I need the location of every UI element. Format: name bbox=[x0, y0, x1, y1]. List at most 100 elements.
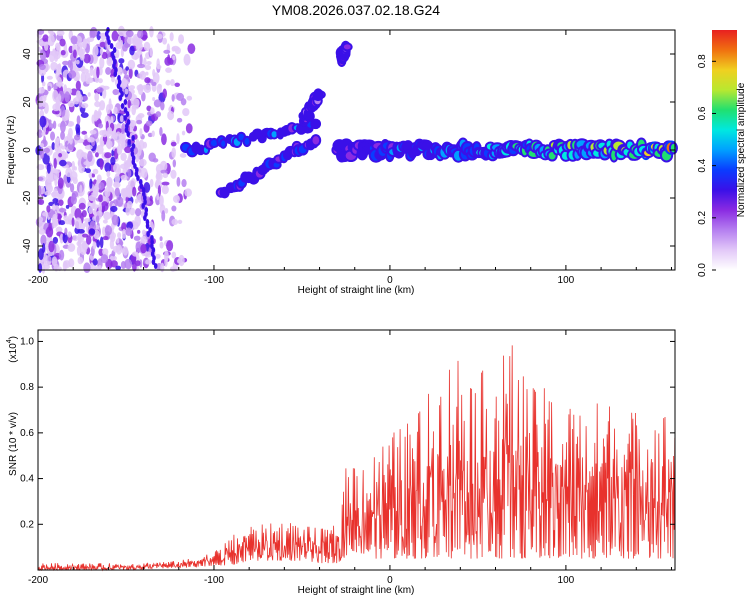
spectrogram-noise-blob bbox=[106, 170, 111, 178]
spectrogram-x-axis-label: Height of straight line (km) bbox=[298, 285, 415, 296]
spectrogram-noise-blob bbox=[74, 208, 82, 220]
spectrogram-noise-blob bbox=[116, 238, 120, 244]
spectrogram-noise-blob bbox=[43, 135, 47, 147]
spectrogram-noise-blob bbox=[165, 67, 173, 73]
spectrogram-noise-blob bbox=[68, 70, 77, 79]
spectrogram-noise-blob bbox=[37, 176, 44, 181]
spectrogram-noise-blob bbox=[126, 221, 134, 230]
spectrogram-noise-blob bbox=[60, 105, 66, 117]
spectrogram-noise-blob bbox=[106, 126, 113, 135]
spectrogram-noise-blob bbox=[38, 263, 43, 273]
spectrogram-noise-blob bbox=[138, 139, 145, 151]
spectrogram-noise-blob bbox=[37, 87, 45, 94]
spectrogram-noise-blob bbox=[159, 241, 164, 249]
spectrogram-noise-blob bbox=[59, 159, 67, 167]
spectrogram-noise-blob bbox=[167, 54, 171, 64]
spectrogram-noise-blob bbox=[81, 68, 90, 74]
spectrogram-noise-blob bbox=[69, 183, 75, 193]
spectrogram-noise-blob bbox=[114, 173, 121, 184]
spectrogram-noise-blob bbox=[125, 195, 129, 204]
spectrogram-noise-blob bbox=[96, 239, 101, 248]
spectrogram-noise-blob bbox=[40, 234, 47, 246]
spectrogram-noise-blob bbox=[42, 34, 49, 43]
y-tick-label: -40 bbox=[22, 238, 33, 253]
spectrogram-noise-blob bbox=[115, 245, 121, 253]
spectrogram-noise-blob bbox=[58, 220, 66, 226]
spectrogram-noise-blob bbox=[98, 194, 104, 203]
spectrogram-noise-blob bbox=[107, 39, 111, 45]
spectrogram-noise-blob bbox=[127, 59, 136, 70]
spectrogram-noise-blob bbox=[36, 164, 45, 171]
spectrogram-noise-blob bbox=[89, 129, 97, 135]
y-tick-label: 0.8 bbox=[20, 382, 34, 393]
spectrogram-noise-blob bbox=[145, 259, 152, 265]
spectrogram-noise-blob bbox=[104, 186, 111, 198]
spectrogram-noise-blob bbox=[58, 208, 67, 213]
spectrogram-noise-blob bbox=[38, 199, 45, 205]
spectrogram-noise-blob bbox=[117, 167, 122, 176]
spectrogram-noise-blob bbox=[172, 195, 180, 203]
spectrogram-noise-blob bbox=[116, 83, 121, 89]
spectrogram-noise-blob bbox=[171, 147, 177, 159]
spectrogram-noise-blob bbox=[77, 229, 85, 234]
spectrogram-noise-blob bbox=[127, 155, 133, 167]
spectrogram-noise-blob bbox=[73, 76, 79, 82]
spectrogram-noise-blob bbox=[92, 216, 97, 221]
spectrogram-noise-blob bbox=[111, 30, 119, 42]
spectrogram-noise-blob bbox=[45, 184, 53, 193]
spectrogram-noise-blob bbox=[131, 251, 139, 257]
spectrogram-noise-blob bbox=[105, 140, 113, 149]
spectrogram-noise-blob bbox=[98, 202, 103, 214]
spectrogram-noise-blob bbox=[124, 146, 132, 154]
spectrogram-noise-blob bbox=[39, 50, 47, 61]
spectrogram-noise-blob bbox=[55, 81, 64, 87]
spectrogram-branch-blob bbox=[259, 135, 265, 142]
spectrogram-noise-blob bbox=[51, 203, 56, 211]
spectrogram-noise-blob bbox=[152, 72, 160, 84]
spectrogram-noise-blob bbox=[67, 142, 75, 151]
spectrogram-noise-blob bbox=[81, 130, 88, 135]
spectrogram-noise-blob bbox=[89, 29, 93, 39]
spectrogram-noise-blob bbox=[46, 75, 53, 80]
spectrogram-noise-blob bbox=[149, 47, 153, 57]
spectrogram-noise-blob bbox=[73, 97, 80, 105]
spectrogram-noise-blob bbox=[65, 167, 73, 178]
spectrogram-noise-blob bbox=[160, 262, 165, 273]
spectrogram-noise-blob bbox=[156, 58, 160, 70]
spectrogram-noise-blob bbox=[110, 116, 114, 125]
spectrogram-noise-blob bbox=[112, 89, 120, 96]
colorbar-tick-label: 0.0 bbox=[697, 263, 708, 277]
spectrogram-noise-blob bbox=[138, 158, 147, 167]
spectrogram-noise-blob bbox=[162, 37, 168, 45]
spectrogram-noise-blob bbox=[60, 120, 66, 133]
spectrogram-noise-blob bbox=[121, 222, 127, 232]
snr-y-axis-label: SNR (10 * v/v) bbox=[8, 412, 19, 476]
spectrogram-noise-blob bbox=[102, 226, 106, 236]
spectrogram-noise-blob bbox=[38, 68, 47, 76]
spectrogram-noise-blob bbox=[79, 243, 87, 256]
spectrogram-noise-blob bbox=[176, 117, 183, 123]
spectrogram-noise-blob bbox=[146, 231, 150, 237]
spectrogram-noise-blob bbox=[98, 265, 102, 270]
spectrogram-noise-blob bbox=[161, 210, 166, 222]
spectrogram-noise-blob bbox=[87, 92, 91, 97]
spectrogram-noise-blob bbox=[92, 241, 97, 250]
spectrogram-noise-blob bbox=[123, 99, 128, 105]
spectrogram-noise-blob bbox=[58, 152, 63, 158]
spectrogram-noise-blob bbox=[149, 195, 153, 202]
x-tick-label: -200 bbox=[28, 575, 48, 586]
spectrogram-branch-blob bbox=[312, 136, 320, 145]
spectrogram-noise-blob bbox=[64, 227, 68, 236]
spectrogram-noise-blob bbox=[159, 195, 164, 207]
spectrogram-noise-blob bbox=[56, 63, 61, 70]
spectrogram-noise-blob bbox=[101, 51, 108, 60]
spectrogram-noise-blob bbox=[156, 33, 163, 39]
spectrogram-noise-blob bbox=[99, 100, 106, 111]
snr-scale-suffix: ) bbox=[8, 336, 19, 339]
spectrogram-noise-blob bbox=[119, 115, 124, 123]
spectrogram-noise-blob bbox=[125, 30, 134, 38]
spectrogram-noise-blob bbox=[135, 38, 142, 50]
spectrogram-noise-blob bbox=[67, 231, 72, 238]
spectrogram-noise-blob bbox=[170, 169, 177, 179]
